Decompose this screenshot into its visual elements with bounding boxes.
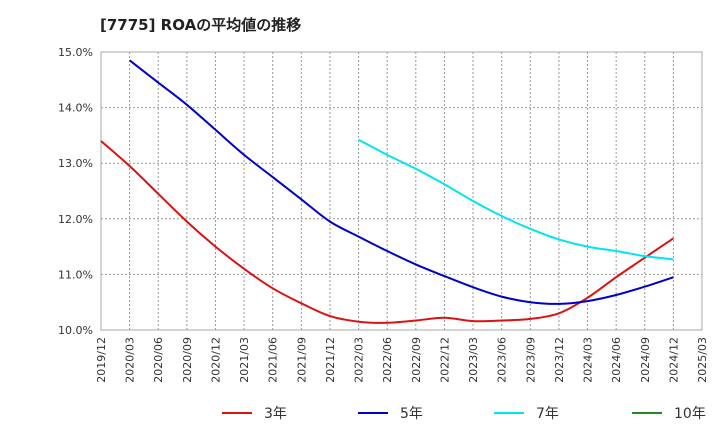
series-lines [100, 59, 674, 324]
x-tick-label: 2022/09 [410, 337, 423, 383]
grid [101, 52, 702, 330]
plot-frame [100, 51, 703, 331]
x-tick-label: 2021/03 [238, 337, 251, 383]
y-tick-label: 13.0% [58, 157, 93, 170]
series-line-1 [128, 59, 674, 305]
legend-label-2: 7年 [536, 406, 559, 422]
x-tick-label: 2024/03 [582, 337, 595, 383]
x-tick-label: 2020/03 [124, 337, 137, 383]
x-tick-label: 2022/12 [438, 337, 451, 383]
x-tick-label: 2023/09 [524, 337, 537, 383]
x-tick-label: 2020/06 [152, 337, 165, 383]
x-tick-label: 2023/03 [467, 337, 480, 383]
legend-label-3: 10年 [674, 406, 706, 422]
x-tick-label: 2023/06 [496, 337, 509, 383]
x-tick-label: 2021/12 [324, 337, 337, 383]
series-line-2 [358, 138, 674, 261]
x-tick-label: 2023/12 [553, 337, 566, 383]
x-tick-label: 2022/03 [353, 337, 366, 383]
x-tick-label: 2021/09 [295, 337, 308, 383]
x-tick-label: 2019/12 [95, 337, 108, 383]
chart-title: [7775] ROAの平均値の推移 [100, 16, 302, 34]
legend-label-1: 5年 [400, 406, 423, 422]
x-tick-label: 2024/06 [610, 337, 623, 383]
y-axis-ticks: 10.0% 11.0% 12.0% 13.0% 14.0% 15.0% [58, 46, 93, 337]
legend: 3年 5年 7年 10年 [222, 406, 706, 422]
x-tick-label: 2025/03 [696, 337, 709, 383]
x-tick-label: 2024/09 [639, 337, 652, 383]
y-tick-label: 15.0% [58, 46, 93, 59]
x-tick-label: 2021/06 [267, 337, 280, 383]
y-tick-label: 14.0% [58, 102, 93, 115]
x-axis-ticks: 2019/12 2020/03 2020/06 2020/09 2020/12 2021/… [95, 337, 709, 383]
x-tick-label: 2020/12 [209, 337, 222, 383]
x-tick-label: 2024/12 [667, 337, 680, 383]
y-tick-label: 12.0% [58, 213, 93, 226]
x-tick-label: 2022/06 [381, 337, 394, 383]
y-tick-label: 11.0% [58, 268, 93, 281]
legend-label-0: 3年 [264, 406, 287, 422]
y-tick-label: 10.0% [58, 324, 93, 337]
x-tick-label: 2020/09 [181, 337, 194, 383]
